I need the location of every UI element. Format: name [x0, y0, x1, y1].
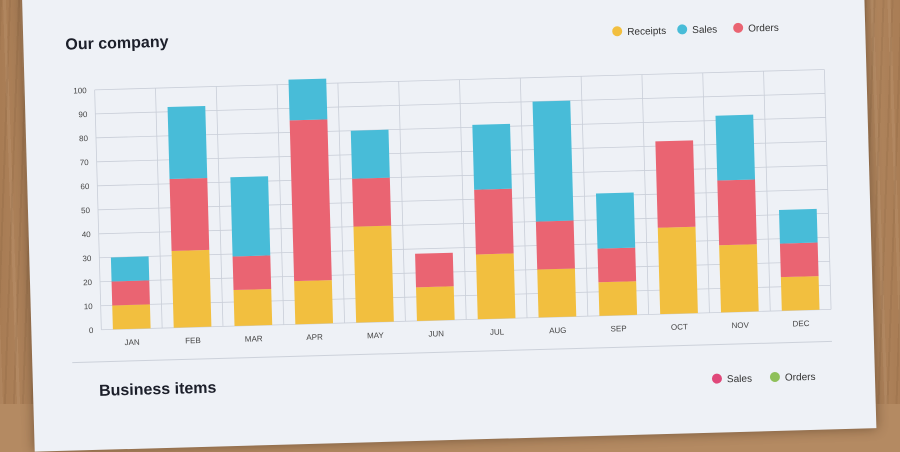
bar-orders-may: [352, 177, 392, 227]
legend-orders-label: Orders: [748, 23, 779, 35]
y-tick-label: 40: [82, 230, 92, 239]
bar-orders-oct: [655, 140, 696, 228]
bar-receipts-aug: [537, 268, 577, 318]
gridline-x: [215, 86, 224, 327]
bars: [110, 78, 820, 330]
gridline-x: [276, 84, 285, 325]
y-tick-label: 70: [80, 158, 90, 167]
section-title-business-items: Business items: [99, 380, 217, 400]
gridline-x: [641, 74, 650, 315]
bar-orders-dec: [779, 242, 819, 278]
paper-sheet: 0 10 20 30 40 50 60 70 80 90 100 JAN FEB MAR APR MAY JUN…: [21, 0, 877, 452]
bar-receipts-nov: [719, 244, 759, 313]
bar-orders-apr: [289, 119, 332, 282]
legend-sales-label: Sales: [692, 24, 717, 36]
bar-sales-apr: [288, 78, 328, 121]
y-tick-label: 30: [82, 254, 92, 263]
x-tick-label: DEC: [792, 319, 809, 328]
legend-orders-swatch: [733, 22, 744, 33]
bar-receipts-jul: [475, 253, 516, 320]
bar-sales-sep: [595, 192, 636, 249]
legend-bi-sales-label: Sales: [727, 374, 752, 386]
x-tick-label: JUL: [490, 327, 505, 336]
gridline-x: [94, 89, 102, 330]
bar-orders-sep: [597, 247, 637, 283]
x-tick-label: APR: [306, 333, 323, 342]
bar-sales-dec: [778, 208, 818, 244]
legend-sales-swatch: [677, 24, 688, 35]
bar-orders-jan: [111, 280, 150, 306]
business-items-legend: Sales Orders: [711, 371, 816, 386]
gridline-x: [580, 76, 589, 317]
bar-receipts-oct: [657, 226, 698, 315]
bar-receipts-jun: [416, 286, 455, 321]
bar-sales-feb: [167, 105, 208, 179]
bar-sales-may: [350, 129, 390, 179]
legend-bi-orders-swatch: [769, 371, 780, 382]
axis: 0 10 20 30 40 50 60 70 80 90 100 JAN FEB MAR APR MAY JUN…: [73, 86, 810, 347]
bar-sales-aug: [532, 100, 574, 222]
bar-orders-jul: [474, 188, 514, 255]
x-tick-label: JUN: [428, 329, 444, 338]
bar-receipts-mar: [233, 288, 273, 327]
bar-orders-feb: [169, 177, 210, 251]
x-tick-label: MAR: [245, 334, 263, 343]
gridline-x: [702, 72, 710, 313]
x-tick-label: NOV: [731, 321, 749, 330]
y-tick-label: 100: [73, 86, 87, 95]
y-tick-label: 60: [80, 182, 90, 191]
x-tick-label: AUG: [549, 326, 567, 335]
chart-title: Our company: [65, 34, 169, 54]
bar-receipts-feb: [171, 249, 212, 328]
bar-orders-nov: [717, 179, 757, 246]
bar-receipts-may: [353, 225, 394, 323]
legend-receipts-swatch: [612, 26, 623, 37]
gridline-x: [519, 77, 528, 318]
x-tick-label: MAY: [367, 331, 385, 340]
bar-receipts-sep: [598, 281, 638, 316]
y-tick-label: 20: [83, 278, 93, 287]
gridline-x: [763, 71, 771, 312]
bar-orders-aug: [535, 220, 575, 270]
bar-sales-mar: [230, 176, 271, 257]
gridline-x: [155, 88, 163, 329]
bar-receipts-apr: [294, 280, 334, 325]
x-tick-label: SEP: [610, 324, 626, 333]
bar-receipts-dec: [780, 276, 820, 311]
grid: [94, 69, 832, 331]
legend: Receipts Sales Orders: [612, 22, 779, 38]
gridline-x: [823, 69, 832, 310]
x-tick-label: JAN: [124, 338, 140, 347]
bar-receipts-jan: [112, 304, 151, 330]
y-tick-label: 80: [79, 134, 89, 143]
section-divider: [72, 340, 832, 364]
y-tick-label: 50: [81, 206, 91, 215]
legend-bi-orders-label: Orders: [785, 372, 816, 384]
x-tick-label: FEB: [185, 336, 201, 345]
y-tick-label: 0: [89, 326, 94, 335]
bar-sales-jul: [472, 123, 512, 190]
y-tick-label: 10: [84, 302, 94, 311]
bar-orders-jun: [415, 252, 454, 288]
chart-canvas: 0 10 20 30 40 50 60 70 80 90 100 JAN FEB MAR APR MAY JUN…: [65, 22, 832, 400]
gridline-x: [398, 81, 406, 322]
bar-sales-nov: [715, 114, 756, 181]
legend-bi-sales-swatch: [711, 373, 722, 384]
bar-sales-jan: [110, 256, 150, 282]
bar-orders-mar: [232, 255, 272, 291]
y-tick-label: 90: [78, 110, 88, 119]
gridline-x: [337, 83, 345, 323]
gridline-x: [459, 79, 467, 320]
legend-receipts-label: Receipts: [627, 26, 666, 38]
x-tick-label: OCT: [671, 322, 688, 331]
